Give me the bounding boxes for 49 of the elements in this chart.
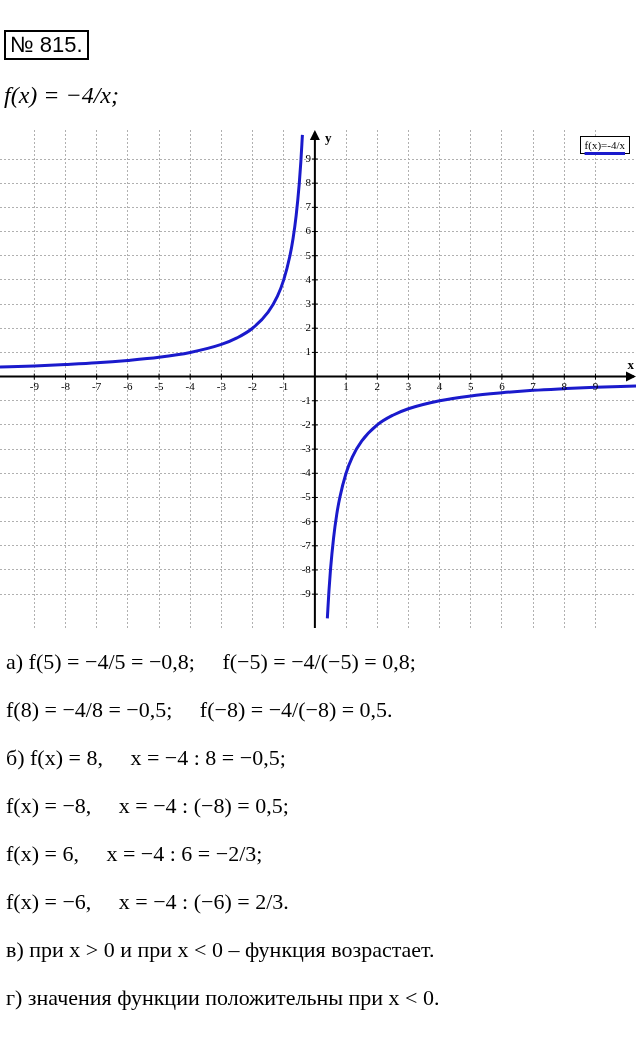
x-tick-label: 5 [468, 379, 475, 392]
x-tick-label: -4 [185, 379, 196, 392]
y-tick-label: -5 [301, 490, 312, 503]
chart-title: № 815. [4, 30, 89, 60]
y-tick-label: 1 [305, 345, 311, 358]
x-tick-label: 7 [530, 379, 537, 392]
chart-subtitle: f(x) = −4/x; [4, 82, 120, 109]
y-tick-label: 3 [305, 296, 312, 309]
y-tick-label: 6 [305, 224, 312, 237]
x-tick-label: -3 [216, 379, 227, 392]
x-tick-label: 1 [343, 379, 349, 392]
text: а) f(5) = −4/5 = −0,8; f(−5) = −4/(−5) = 0,8; [6, 648, 417, 676]
y-tick-label: -8 [301, 562, 312, 575]
y-tick-label: -2 [301, 417, 311, 430]
y-tick-label: 5 [305, 248, 312, 261]
text: f(x)=-4/x [584, 139, 625, 151]
y-tick-label: -6 [301, 514, 312, 527]
y-tick-label: 8 [305, 176, 312, 189]
text: б) f(x) = 8, x = −4 : 8 = −0,5; [6, 744, 287, 772]
y-axis-title: y [324, 129, 332, 145]
x-tick-label: 3 [405, 379, 412, 392]
y-tick-label: 9 [305, 151, 312, 164]
text: f(x) = −8, x = −4 : (−8) = 0,5; [6, 792, 290, 820]
y-tick-label: 7 [305, 200, 312, 213]
text: f(8) = −4/8 = −0,5; f(−8) = −4/(−8) = 0,5. [6, 696, 394, 724]
x-tick-label: -7 [92, 379, 102, 392]
text: г) значения функции положительны при x < 0. [6, 984, 441, 1012]
y-tick-label: 4 [305, 272, 312, 285]
x-axis-title: x [627, 357, 635, 373]
x-tick-label: -6 [123, 379, 133, 392]
x-tick-label: 9 [592, 379, 599, 392]
y-tick-label: 2 [305, 321, 311, 334]
x-tick-label: 4 [436, 379, 443, 392]
x-tick-label: -9 [29, 379, 40, 392]
text: f(x) = 6, x = −4 : 6 = −2/3; [6, 840, 264, 868]
text: в) при x > 0 и при x < 0 – функция возрастает. [6, 936, 436, 964]
y-tick-label: -4 [301, 466, 312, 479]
y-tick-label: -3 [301, 442, 312, 454]
x-tick-label: 8 [561, 379, 568, 392]
x-tick-label: -2 [247, 379, 258, 392]
y-tick-label: -7 [301, 538, 312, 551]
y-tick-label: -9 [301, 587, 312, 600]
x-tick-label: 6 [499, 379, 506, 392]
x-tick-label: 2 [374, 379, 380, 392]
x-tick-label: -5 [154, 379, 165, 392]
x-tick-label: -8 [60, 379, 71, 392]
y-tick-label: -1 [301, 393, 311, 406]
text: f(x) = −6, x = −4 : (−6) = 2/3. [6, 888, 290, 916]
x-tick-label: -1 [279, 379, 289, 392]
